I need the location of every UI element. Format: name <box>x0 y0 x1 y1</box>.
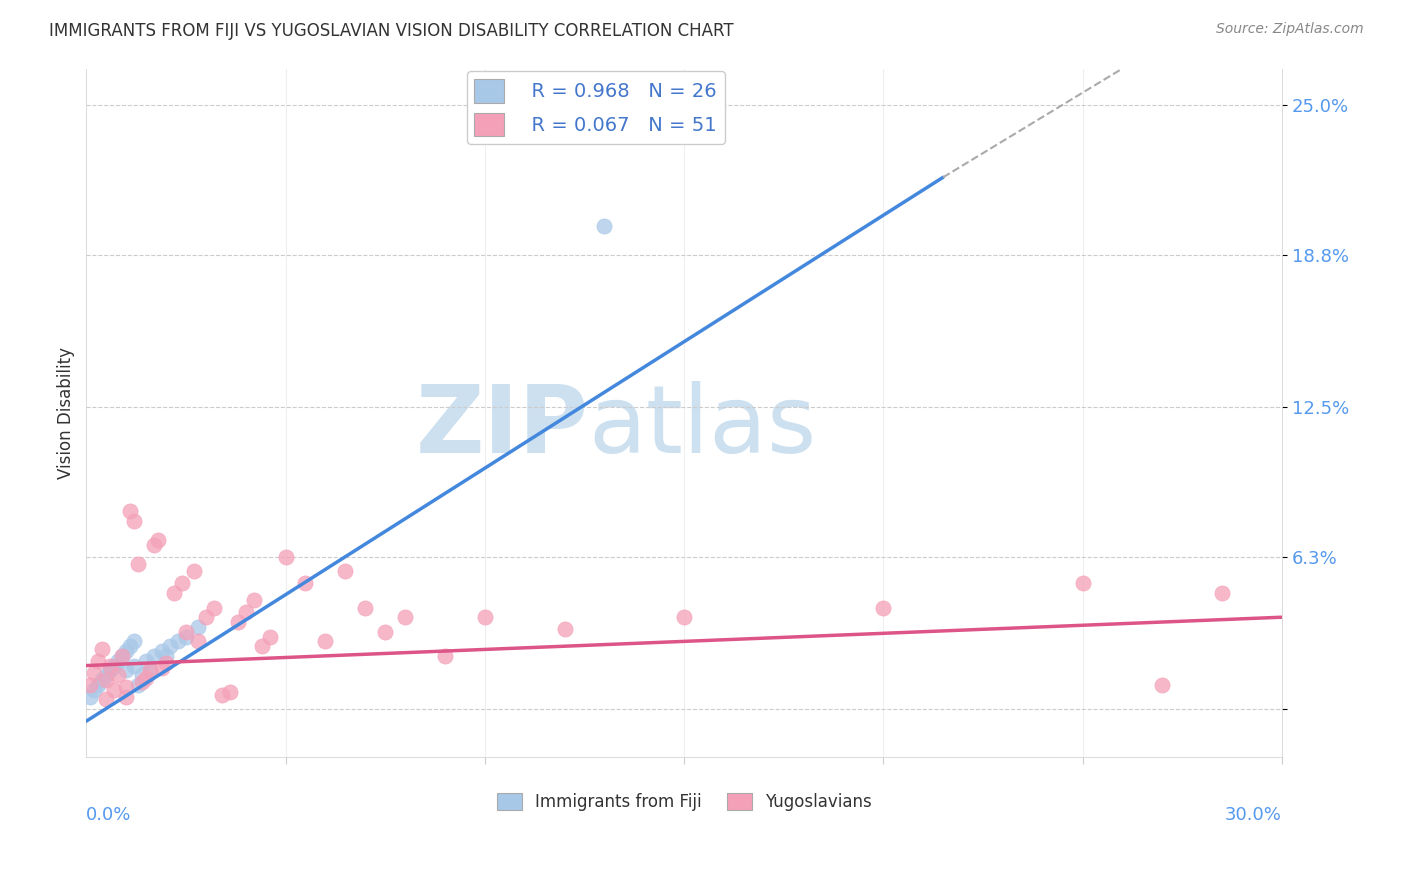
Point <box>115 644 138 658</box>
Text: IMMIGRANTS FROM FIJI VS YUGOSLAVIAN VISION DISABILITY CORRELATION CHART: IMMIGRANTS FROM FIJI VS YUGOSLAVIAN VISI… <box>49 22 734 40</box>
Point <box>131 668 153 682</box>
Point <box>259 630 281 644</box>
Point <box>98 664 121 678</box>
Point <box>150 644 173 658</box>
Point <box>107 654 129 668</box>
Point <box>83 682 105 697</box>
Legend: Immigrants from Fiji, Yugoslavians: Immigrants from Fiji, Yugoslavians <box>489 787 879 818</box>
Point <box>554 622 576 636</box>
Point <box>167 634 190 648</box>
Point <box>433 648 456 663</box>
Point <box>115 681 138 695</box>
Point <box>183 564 205 578</box>
Text: atlas: atlas <box>589 381 817 473</box>
Point <box>120 504 142 518</box>
Point <box>122 514 145 528</box>
Point <box>226 615 249 629</box>
Point <box>96 692 118 706</box>
Point <box>155 656 177 670</box>
Point <box>294 576 316 591</box>
Point <box>127 557 149 571</box>
Point <box>96 668 118 682</box>
Y-axis label: Vision Disability: Vision Disability <box>58 347 75 479</box>
Point <box>163 586 186 600</box>
Point <box>111 648 134 663</box>
Point <box>115 690 138 704</box>
Point <box>139 664 162 678</box>
Point <box>91 673 114 687</box>
Point <box>242 593 264 607</box>
Point <box>211 688 233 702</box>
Point <box>146 533 169 547</box>
Point <box>374 624 396 639</box>
Point <box>1211 586 1233 600</box>
Point <box>159 639 181 653</box>
Text: 0.0%: 0.0% <box>86 805 132 823</box>
Point <box>127 678 149 692</box>
Point <box>115 664 138 678</box>
Point <box>96 673 118 687</box>
Point <box>143 538 166 552</box>
Point <box>1152 678 1174 692</box>
Point <box>474 610 496 624</box>
Text: 30.0%: 30.0% <box>1225 805 1282 823</box>
Point <box>274 549 297 564</box>
Point <box>79 678 101 692</box>
Point <box>87 654 110 668</box>
Point <box>1071 576 1094 591</box>
Point <box>872 600 894 615</box>
Point <box>335 564 357 578</box>
Point <box>218 685 240 699</box>
Point <box>187 620 209 634</box>
Point <box>98 658 121 673</box>
Point <box>143 648 166 663</box>
Point <box>139 664 162 678</box>
Point <box>150 661 173 675</box>
Point <box>107 668 129 682</box>
Point <box>174 624 197 639</box>
Point <box>235 606 257 620</box>
Point <box>170 576 193 591</box>
Point <box>354 600 377 615</box>
Point <box>122 658 145 673</box>
Point <box>155 648 177 663</box>
Point <box>111 648 134 663</box>
Point <box>673 610 696 624</box>
Text: Source: ZipAtlas.com: Source: ZipAtlas.com <box>1216 22 1364 37</box>
Point <box>314 634 336 648</box>
Point <box>103 682 125 697</box>
Point <box>202 600 225 615</box>
Text: ZIP: ZIP <box>416 381 589 473</box>
Point <box>79 690 101 704</box>
Point <box>103 658 125 673</box>
Point <box>250 639 273 653</box>
Point <box>122 634 145 648</box>
Point <box>187 634 209 648</box>
Point <box>174 630 197 644</box>
Point <box>87 678 110 692</box>
Point <box>135 654 157 668</box>
Point <box>131 675 153 690</box>
Point <box>120 639 142 653</box>
Point <box>593 219 616 233</box>
Point <box>83 665 105 680</box>
Point <box>194 610 217 624</box>
Point <box>91 641 114 656</box>
Point <box>394 610 416 624</box>
Point <box>135 671 157 685</box>
